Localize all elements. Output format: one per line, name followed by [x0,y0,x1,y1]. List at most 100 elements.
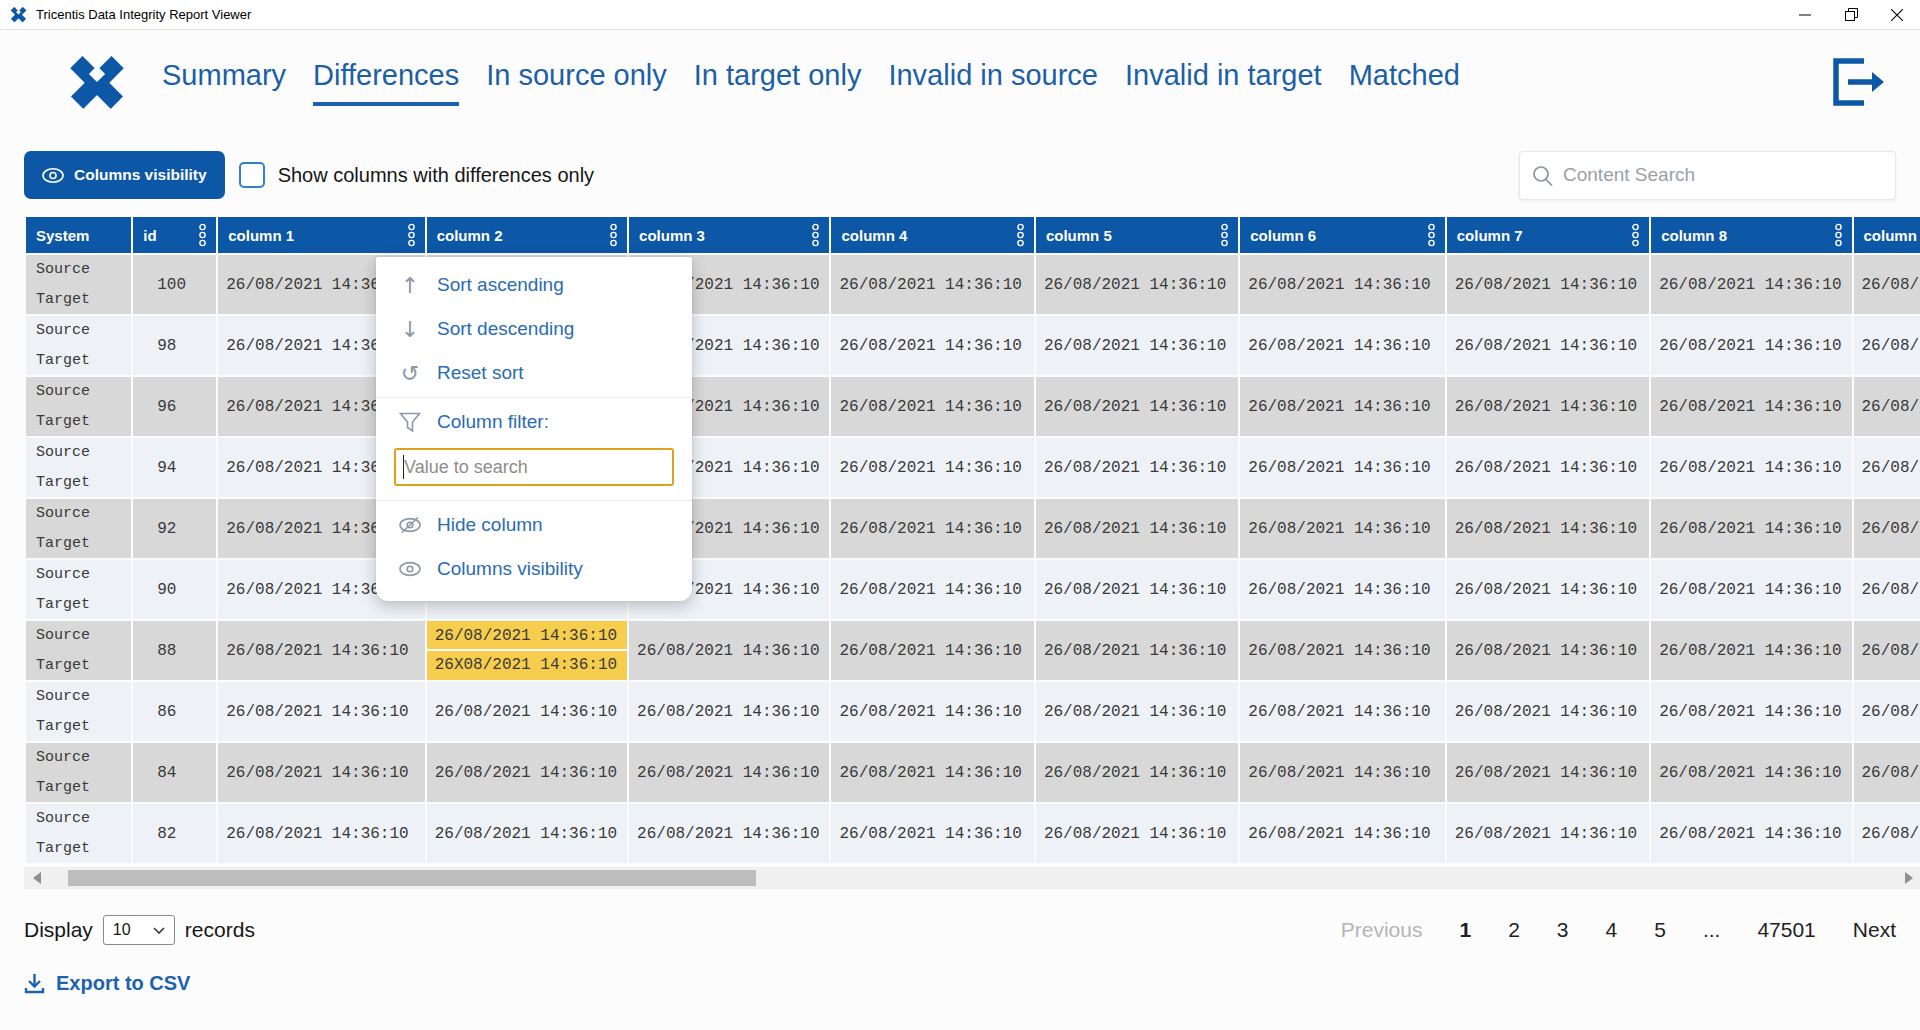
scroll-right-arrow-icon[interactable] [1905,872,1913,884]
column-header-column-5[interactable]: column 5 [1036,217,1238,253]
menu-item-sort-ascending[interactable]: ↑ Sort ascending [376,263,692,307]
tab-differences[interactable]: Differences [313,59,459,106]
column-menu-icon[interactable] [811,223,820,247]
pagination-bar: Display 10 records Previous12345...47501… [24,915,1896,945]
value-cell: 26/08/2021 14:36:10 [1447,255,1649,314]
column-filter-input[interactable] [394,448,674,486]
horizontal-scrollbar[interactable] [24,867,1920,889]
tab-in-source-only[interactable]: In source only [486,59,667,106]
table-row: SourceTarget9826/08/2021 14:36:1026/08/2… [26,316,1920,375]
value-cell: 26/08/2021 14:36:10 [1036,499,1238,558]
target-label: Target [36,287,131,312]
page-number-5[interactable]: 5 [1654,918,1666,942]
table-row: SourceTarget9226/08/2021 14:36:1026/08/2… [26,499,1920,558]
system-cell: SourceTarget [26,682,131,741]
nav-tabs: Summary Differences In source only In targe… [162,59,1460,106]
menu-item-columns-visibility[interactable]: Columns visibility [376,547,692,591]
next-page-button[interactable]: Next [1853,918,1896,942]
value-cell: 26/08/2021 14:36:10 [1240,804,1444,863]
menu-item-reset-sort[interactable]: ↺ Reset sort [376,351,692,395]
id-cell: 86 [133,682,216,741]
value-cell: 26/08/2021 14:36:10 [1447,499,1649,558]
value-cell: 26/08/2021 14:36:10 [218,682,424,741]
show-differences-label: Show columns with differences only [278,164,594,187]
value-cell: 26/08/2021 14:36:10 [1651,377,1851,436]
columns-visibility-button[interactable]: Columns visibility [24,151,225,199]
title-bar: Tricentis Data Integrity Report Viewer [0,0,1920,30]
menu-item-sort-descending[interactable]: ↓ Sort descending [376,307,692,351]
value-cell: 26/08/2021 14:36:10 [629,743,829,802]
column-header-column-9[interactable]: column 9 [1854,217,1920,253]
column-header-label: id [143,227,156,244]
column-menu-icon[interactable] [1220,223,1229,247]
value-cell: 26/08/2021 14:36:10 [1240,438,1444,497]
column-header-column-7[interactable]: column 7 [1447,217,1649,253]
value-cell: 26/08/2021 14:36:10 [218,804,424,863]
value-cell: 26/08/2021 14:36:10 [831,560,1033,619]
column-header-column-2[interactable]: column 2 [427,217,627,253]
tab-invalid-in-target[interactable]: Invalid in target [1125,59,1322,106]
value-cell: 26/08/2021 14:36:10 [1447,316,1649,375]
column-menu-icon[interactable] [1631,223,1640,247]
difference-cell: 26/08/2021 14:36:1026X08/2021 14:36:10 [427,621,627,680]
filter-icon [398,412,422,433]
column-menu-icon[interactable] [1016,223,1025,247]
table-row: SourceTarget10026/08/2021 14:36:1026/08/… [26,255,1920,314]
page-number-47501[interactable]: 47501 [1757,918,1815,942]
column-header-system[interactable]: System [26,217,131,253]
minimize-button[interactable] [1782,0,1828,30]
column-menu-icon[interactable] [1427,223,1436,247]
target-label: Target [36,592,131,617]
scroll-left-arrow-icon[interactable] [33,872,41,884]
value-cell: 26/08/2021 14:36:10 [831,621,1033,680]
table-row: SourceTarget8826/08/2021 14:36:1026/08/2… [26,621,1920,680]
column-menu-icon[interactable] [609,223,618,247]
page-number-4[interactable]: 4 [1606,918,1618,942]
content-search-input[interactable] [1563,164,1883,186]
open-report-icon[interactable] [1828,56,1886,108]
restore-button[interactable] [1828,0,1874,30]
source-label: Source [36,257,131,282]
previous-page-button[interactable]: Previous [1341,918,1423,942]
value-cell: 26/08/2021 14:36:10 [1854,682,1920,741]
value-cell: 26/08/2021 14:36:10 [1447,804,1649,863]
value-cell: 26/08/2021 14:36:10 [1651,682,1851,741]
column-header-column-8[interactable]: column 8 [1651,217,1851,253]
page-number-1[interactable]: 1 [1459,918,1471,942]
target-label: Target [36,836,131,861]
undo-icon: ↺ [398,361,422,386]
column-header-column-6[interactable]: column 6 [1240,217,1444,253]
target-label: Target [36,531,131,556]
scrollbar-thumb[interactable] [68,870,756,886]
system-cell: SourceTarget [26,743,131,802]
value-cell: 26/08/2021 14:36:10 [831,377,1033,436]
close-button[interactable] [1874,0,1920,30]
page-number-2[interactable]: 2 [1508,918,1520,942]
column-header-column-3[interactable]: column 3 [629,217,829,253]
show-differences-checkbox[interactable] [239,162,265,188]
table-row: SourceTarget8426/08/2021 14:36:1026/08/2… [26,743,1920,802]
source-label: Source [36,684,131,709]
column-header-column-1[interactable]: column 1 [218,217,424,253]
tab-summary[interactable]: Summary [162,59,286,106]
column-menu-icon[interactable] [1834,223,1843,247]
system-cell: Source Target [26,560,131,619]
menu-item-hide-column[interactable]: Hide column [376,503,692,547]
page-size-select[interactable]: 10 [103,915,175,945]
value-cell: 26/08/2021 14:36:10 [1651,743,1851,802]
tab-matched[interactable]: Matched [1349,59,1460,106]
value-cell: 26/08/2021 14:36:10 [1651,255,1851,314]
export-csv-link[interactable]: Export to CSV [24,972,190,995]
column-menu-icon[interactable] [198,223,207,247]
tab-invalid-in-source[interactable]: Invalid in source [888,59,1098,106]
column-header-column-4[interactable]: column 4 [831,217,1033,253]
search-icon [1532,165,1553,186]
column-menu-icon[interactable] [407,223,416,247]
value-cell: 26/08/2021 14:36:10 [1854,316,1920,375]
column-header-id[interactable]: id [133,217,216,253]
source-label: Source [36,318,131,343]
page-number-3[interactable]: 3 [1557,918,1569,942]
tab-in-target-only[interactable]: In target only [694,59,862,106]
value-cell: 26/08/2021 14:36:10 [1036,316,1238,375]
source-label: Source [36,562,131,587]
